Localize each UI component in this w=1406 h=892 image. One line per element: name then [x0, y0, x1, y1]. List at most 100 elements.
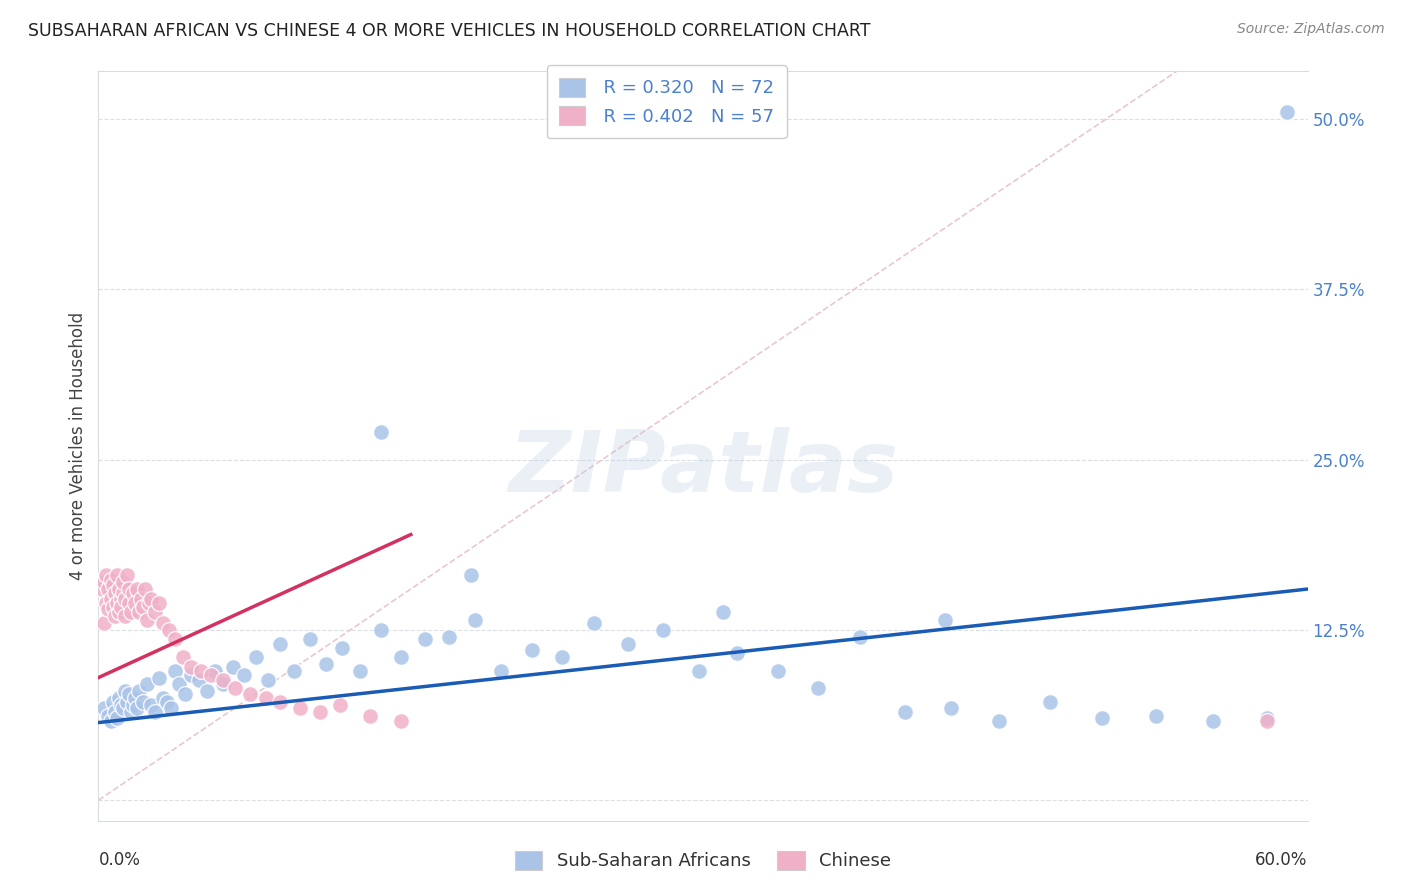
Text: SUBSAHARAN AFRICAN VS CHINESE 4 OR MORE VEHICLES IN HOUSEHOLD CORRELATION CHART: SUBSAHARAN AFRICAN VS CHINESE 4 OR MORE …: [28, 22, 870, 40]
Point: [269, 695, 291, 709]
Point: [988, 714, 1011, 729]
Point: [111, 575, 134, 590]
Point: [152, 616, 174, 631]
Point: [157, 623, 180, 637]
Point: [111, 586, 134, 600]
Point: [101, 599, 124, 614]
Text: 60.0%: 60.0%: [1256, 851, 1308, 869]
Point: [360, 708, 382, 723]
Point: [100, 714, 122, 729]
Point: [1256, 714, 1278, 729]
Text: Source: ZipAtlas.com: Source: ZipAtlas.com: [1237, 22, 1385, 37]
Point: [111, 700, 134, 714]
Point: [939, 700, 962, 714]
Point: [413, 632, 436, 647]
Point: [118, 582, 141, 596]
Text: 0.0%: 0.0%: [98, 851, 141, 869]
Point: [224, 681, 246, 696]
Point: [520, 643, 543, 657]
Point: [105, 568, 128, 582]
Point: [180, 668, 202, 682]
Point: [103, 609, 125, 624]
Point: [93, 616, 115, 631]
Point: [148, 671, 170, 685]
Point: [132, 599, 155, 614]
Point: [101, 578, 124, 592]
Point: [283, 664, 305, 678]
Point: [163, 664, 186, 678]
Point: [143, 705, 166, 719]
Point: [437, 630, 460, 644]
Point: [135, 613, 157, 627]
Point: [125, 582, 148, 596]
Point: [222, 659, 245, 673]
Point: [1091, 711, 1114, 725]
Point: [172, 650, 194, 665]
Point: [299, 632, 322, 647]
Point: [124, 691, 146, 706]
Point: [103, 705, 125, 719]
Point: [93, 700, 115, 714]
Point: [617, 636, 640, 650]
Point: [389, 714, 412, 729]
Point: [124, 596, 146, 610]
Point: [212, 677, 235, 691]
Point: [370, 623, 392, 637]
Point: [96, 568, 118, 582]
Point: [97, 582, 120, 596]
Point: [245, 650, 267, 665]
Point: [110, 591, 132, 606]
Point: [96, 596, 118, 610]
Point: [807, 681, 830, 696]
Point: [103, 586, 125, 600]
Point: [849, 630, 872, 644]
Point: [269, 636, 291, 650]
Point: [330, 640, 353, 655]
Point: [460, 568, 482, 582]
Point: [118, 596, 141, 610]
Point: [180, 659, 202, 673]
Point: [711, 605, 734, 619]
Point: [766, 664, 789, 678]
Point: [128, 605, 150, 619]
Point: [121, 698, 143, 712]
Point: [101, 695, 124, 709]
Point: [1039, 695, 1062, 709]
Point: [551, 650, 574, 665]
Point: [167, 677, 190, 691]
Point: [97, 602, 120, 616]
Point: [118, 687, 141, 701]
Point: [100, 591, 122, 606]
Point: [110, 599, 132, 614]
Point: [239, 687, 262, 701]
Point: [107, 582, 129, 596]
Text: ZIPatlas: ZIPatlas: [508, 427, 898, 510]
Point: [114, 591, 136, 606]
Point: [152, 691, 174, 706]
Point: [1256, 711, 1278, 725]
Point: [200, 668, 222, 682]
Point: [93, 575, 115, 590]
Point: [190, 664, 212, 678]
Point: [651, 623, 673, 637]
Point: [389, 650, 412, 665]
Point: [100, 573, 122, 587]
Point: [583, 616, 606, 631]
Point: [329, 698, 352, 712]
Point: [491, 664, 513, 678]
Point: [212, 673, 235, 688]
Point: [254, 691, 277, 706]
Point: [134, 582, 156, 596]
Point: [174, 687, 197, 701]
Point: [309, 705, 332, 719]
Point: [115, 568, 138, 582]
Point: [128, 684, 150, 698]
Y-axis label: 4 or more Vehicles in Household: 4 or more Vehicles in Household: [69, 312, 87, 580]
Point: [125, 700, 148, 714]
Point: [97, 708, 120, 723]
Point: [120, 605, 142, 619]
Point: [107, 605, 129, 619]
Point: [105, 596, 128, 610]
Point: [464, 613, 486, 627]
Point: [188, 673, 211, 688]
